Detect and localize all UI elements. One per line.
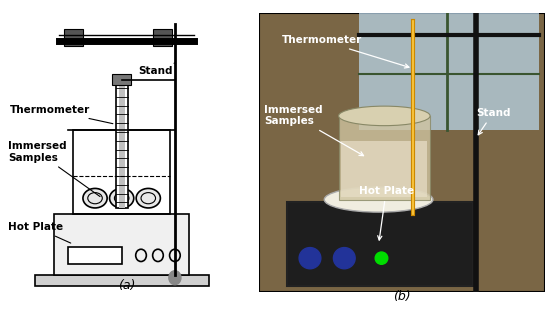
Bar (359, 13, 539, 130)
Text: Thermometer: Thermometer (10, 105, 113, 124)
Circle shape (375, 252, 388, 264)
Text: Immersed
Samples: Immersed Samples (8, 141, 100, 197)
Bar (116, 80, 128, 208)
Circle shape (169, 271, 181, 285)
Text: (b): (b) (393, 290, 410, 303)
Bar (68, 247, 122, 264)
Bar (64, 29, 83, 46)
Bar (153, 29, 173, 46)
Bar (339, 116, 430, 200)
Ellipse shape (339, 106, 430, 126)
Ellipse shape (83, 188, 107, 208)
Bar (112, 74, 131, 85)
Text: (a): (a) (118, 279, 135, 292)
Text: Hot Plate: Hot Plate (8, 222, 71, 243)
Ellipse shape (109, 188, 134, 208)
Ellipse shape (136, 188, 161, 208)
Circle shape (333, 248, 355, 269)
Text: Stand: Stand (476, 108, 510, 135)
Bar (287, 202, 473, 286)
Text: Stand: Stand (139, 63, 175, 76)
Text: Hot Plate: Hot Plate (359, 186, 414, 240)
Circle shape (299, 248, 321, 269)
Text: Immersed
Samples: Immersed Samples (264, 105, 364, 156)
Bar (342, 141, 427, 197)
Text: Thermometer: Thermometer (282, 36, 409, 68)
Bar (119, 85, 124, 208)
Bar (54, 214, 189, 275)
Bar (35, 275, 209, 286)
Ellipse shape (324, 187, 433, 212)
Bar (73, 130, 170, 214)
